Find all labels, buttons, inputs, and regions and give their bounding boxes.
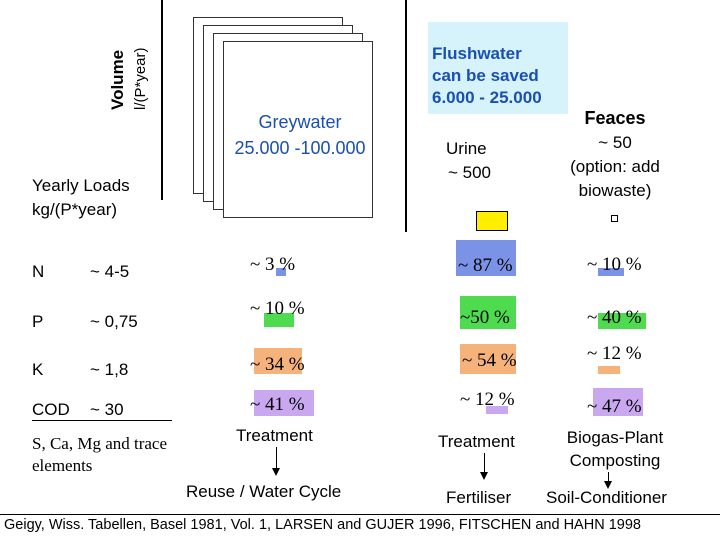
output-urine: Fertiliser	[446, 488, 512, 507]
value-n-greywater: ~ 3 %	[250, 254, 296, 275]
source-divider	[0, 514, 720, 515]
arrow-feaces-line	[608, 472, 609, 482]
greywater-label: Greywater	[258, 112, 342, 132]
treatment-feaces-line1: Biogas-Plant	[566, 428, 664, 447]
yearly-loads-unit: kg/(P*year)	[32, 200, 118, 219]
source-citation: Geigy, Wiss. Tabellen, Basel 1981, Vol. …	[4, 517, 641, 533]
row-n-load: ~ 4-5	[90, 262, 130, 281]
bar-cod-feaces	[593, 388, 643, 416]
arrow-feaces-head	[604, 481, 612, 489]
bar-p-urine	[460, 296, 516, 329]
bar-k-feaces	[598, 366, 620, 374]
row-n-element: N	[32, 262, 45, 281]
trace-line2: elements	[32, 456, 93, 475]
greywater-volume: 25.000 -100.000	[234, 138, 366, 158]
volume-axis-label: Volume	[108, 49, 127, 110]
row-cod-load: ~ 30	[90, 400, 124, 419]
feaces-option1: (option: add	[570, 157, 660, 176]
value-cod-greywater: ~ 41 %	[250, 394, 305, 415]
bar-k-urine	[460, 344, 516, 374]
flushwater-box	[428, 22, 568, 114]
flushwater-line2: can be saved	[432, 66, 539, 85]
output-greywater: Reuse / Water Cycle	[186, 482, 342, 501]
value-n-urine: ~ 87 %	[458, 255, 513, 276]
greywater-card-front	[223, 41, 373, 218]
treatment-urine: Treatment	[438, 432, 515, 451]
feaces-label: Feaces	[584, 108, 646, 128]
yearly-loads-title: Yearly Loads	[32, 176, 130, 195]
urine-label: Urine	[446, 139, 487, 158]
output-feaces: Soil-Conditioner	[546, 488, 667, 507]
value-cod-feaces: ~ 47 %	[587, 396, 642, 417]
volume-unit-label: l/(P*year)	[132, 47, 149, 110]
row-k-element: K	[32, 360, 44, 379]
bar-n-feaces	[598, 268, 624, 276]
row-p-load: ~ 0,75	[90, 312, 138, 331]
bar-p-greywater	[264, 313, 294, 327]
flushwater-line1: Flushwater	[432, 44, 522, 63]
value-n-feaces: ~ 10 %	[587, 254, 642, 275]
trace-line1: S, Ca, Mg and trace	[32, 434, 168, 453]
arrow-greywater-head	[272, 468, 280, 476]
arrow-urine-line	[484, 453, 485, 473]
value-k-urine: ~ 54 %	[462, 350, 517, 371]
urine-volume-marker	[476, 211, 508, 231]
value-p-feaces: ~ 40 %	[587, 307, 642, 328]
row-cod-element: COD	[32, 400, 70, 419]
value-p-urine: ~50 %	[460, 307, 510, 328]
bar-k-greywater	[254, 348, 302, 374]
cod-underline	[32, 420, 172, 421]
row-k-load: ~ 1,8	[90, 360, 129, 379]
volume-axis	[161, 0, 163, 200]
urine-volume: ~ 500	[448, 163, 492, 182]
value-k-greywater: ~ 34 %	[250, 354, 305, 375]
bar-n-greywater	[276, 268, 286, 276]
urine-divider-line	[405, 0, 407, 232]
feaces-volume-marker	[611, 215, 618, 222]
treatment-feaces-line2: Composting	[569, 451, 661, 470]
value-p-greywater: ~ 10 %	[250, 298, 305, 319]
bar-n-urine	[456, 240, 516, 276]
flushwater-line3: 6.000 - 25.000	[432, 88, 542, 107]
value-cod-urine: ~ 12 %	[460, 389, 515, 410]
row-p-element: P	[32, 312, 44, 331]
bar-p-feaces	[598, 313, 646, 329]
feaces-option2: biowaste)	[578, 181, 652, 200]
treatment-greywater: Treatment	[236, 426, 313, 445]
bar-cod-greywater	[254, 390, 314, 416]
feaces-volume: ~ 50	[598, 133, 632, 152]
bar-cod-urine	[486, 406, 508, 414]
arrow-urine-head	[480, 472, 488, 480]
value-k-feaces: ~ 12 %	[587, 343, 642, 364]
arrow-greywater-line	[276, 447, 277, 469]
